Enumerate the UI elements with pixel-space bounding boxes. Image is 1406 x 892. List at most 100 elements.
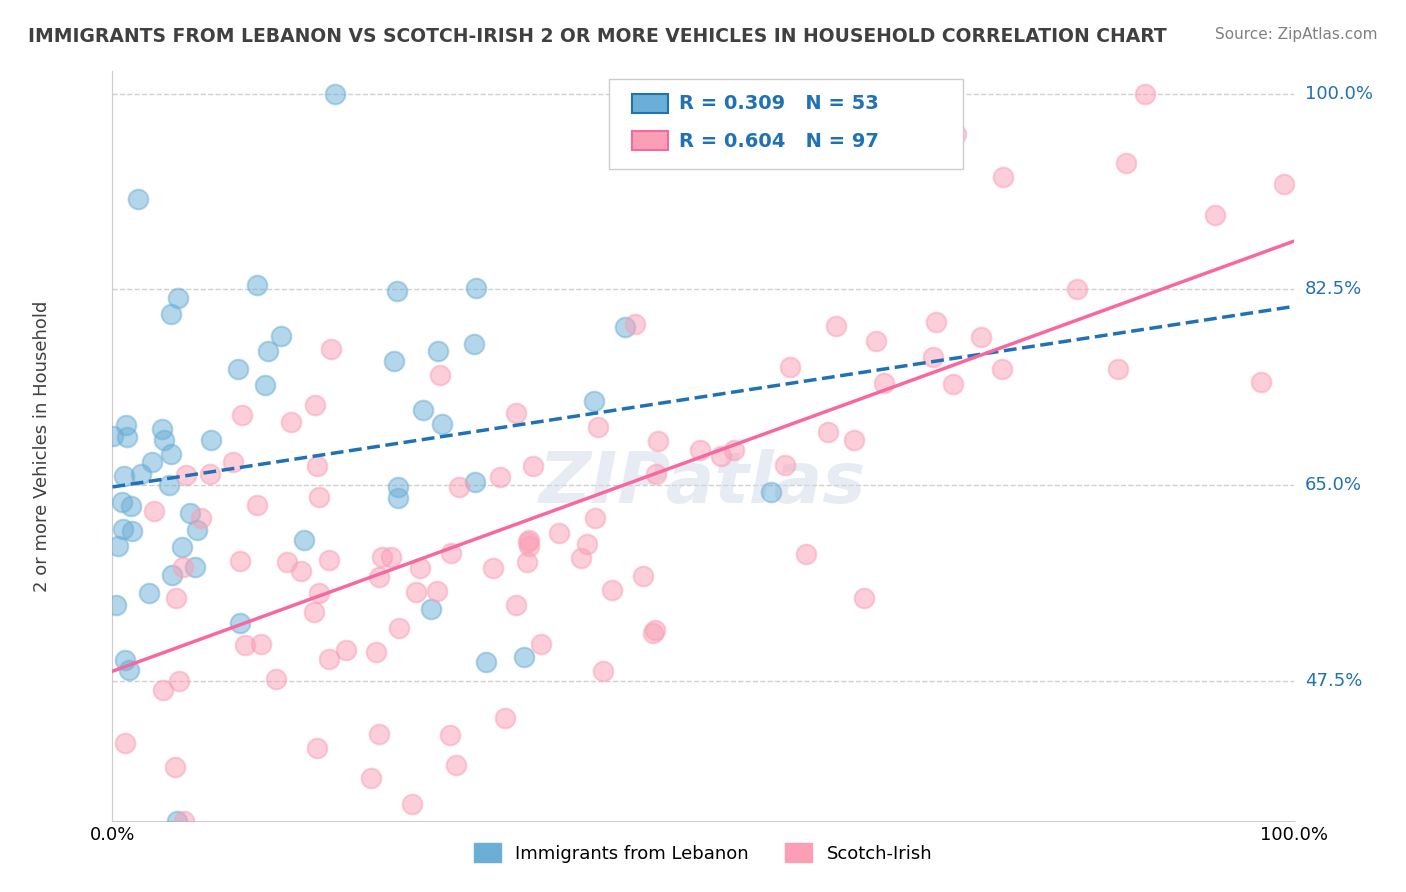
Text: 65.0%: 65.0% (1305, 476, 1361, 494)
Point (308, 490, 330, 504)
Point (794, 547, 817, 561)
Point (409, 561, 432, 575)
Point (942, 376, 965, 391)
Text: R = 0.309   N = 53: R = 0.309 N = 53 (679, 94, 879, 113)
Point (429, 368, 451, 382)
Point (157, 477, 180, 491)
Point (112, 522, 135, 536)
Point (141, 455, 163, 469)
FancyBboxPatch shape (633, 94, 668, 112)
Point (387, 491, 409, 505)
Point (321, 342, 343, 356)
Point (292, 533, 315, 547)
Point (872, 376, 894, 390)
Point (364, 645, 387, 659)
Point (290, 565, 312, 579)
Point (385, 284, 408, 298)
Point (335, 642, 357, 657)
Point (190, 511, 212, 525)
Point (647, 434, 669, 448)
Point (516, 555, 538, 569)
Point (254, 377, 277, 392)
Point (825, 318, 848, 333)
Point (575, 537, 598, 551)
Point (925, 315, 948, 329)
Point (120, 499, 142, 513)
Point (142, 503, 165, 517)
Point (387, 480, 409, 494)
Point (304, 399, 326, 413)
Point (152, 433, 174, 447)
Point (494, 711, 516, 725)
Point (1066, 282, 1088, 296)
Point (817, 425, 839, 440)
Legend: Immigrants from Lebanon, Scotch-Irish: Immigrants from Lebanon, Scotch-Irish (465, 834, 941, 871)
Point (426, 343, 449, 358)
Point (710, 449, 733, 463)
Point (127, 192, 149, 206)
Point (405, 585, 427, 599)
Point (165, 760, 187, 774)
Point (231, 408, 253, 422)
Point (367, 570, 389, 584)
Point (723, 443, 745, 458)
Point (602, 583, 624, 598)
Point (276, 556, 298, 570)
Point (517, 533, 540, 547)
Point (530, 637, 553, 651)
Point (505, 406, 527, 420)
Point (111, 495, 134, 509)
Point (246, 498, 269, 512)
Point (318, 652, 340, 666)
Point (505, 598, 527, 612)
Point (221, 455, 243, 469)
Text: 82.5%: 82.5% (1305, 280, 1362, 299)
Point (325, 87, 347, 101)
Point (1133, 87, 1156, 101)
Point (245, 277, 267, 292)
Point (233, 639, 256, 653)
Point (991, 362, 1014, 376)
Point (226, 362, 249, 376)
Point (1204, 208, 1226, 222)
Point (186, 523, 208, 537)
Point (302, 605, 325, 619)
Point (761, 485, 783, 500)
Point (160, 567, 183, 582)
Point (412, 403, 434, 417)
Point (945, 127, 967, 141)
Point (173, 814, 195, 828)
Point (117, 430, 139, 444)
Point (200, 433, 222, 447)
Point (107, 540, 129, 554)
Point (865, 334, 887, 349)
Point (482, 561, 505, 575)
Point (488, 469, 510, 483)
Point (773, 458, 796, 472)
Point (644, 467, 666, 481)
Point (114, 736, 136, 750)
Point (172, 559, 194, 574)
Point (167, 291, 190, 305)
Point (513, 649, 536, 664)
Point (475, 655, 498, 669)
Point (121, 524, 143, 538)
Point (200, 467, 222, 481)
Point (264, 672, 287, 686)
Point (522, 458, 544, 473)
Point (118, 663, 141, 677)
Point (571, 551, 593, 566)
Point (305, 740, 328, 755)
Point (1272, 177, 1295, 191)
Point (613, 320, 636, 334)
Point (644, 624, 666, 638)
Text: 47.5%: 47.5% (1305, 672, 1362, 690)
Text: 100.0%: 100.0% (1305, 85, 1372, 103)
Point (583, 394, 606, 409)
Point (360, 771, 382, 785)
Point (138, 586, 160, 600)
Text: ZIPatlas: ZIPatlas (540, 449, 866, 518)
Point (689, 443, 711, 458)
Point (641, 625, 664, 640)
Point (548, 525, 571, 540)
